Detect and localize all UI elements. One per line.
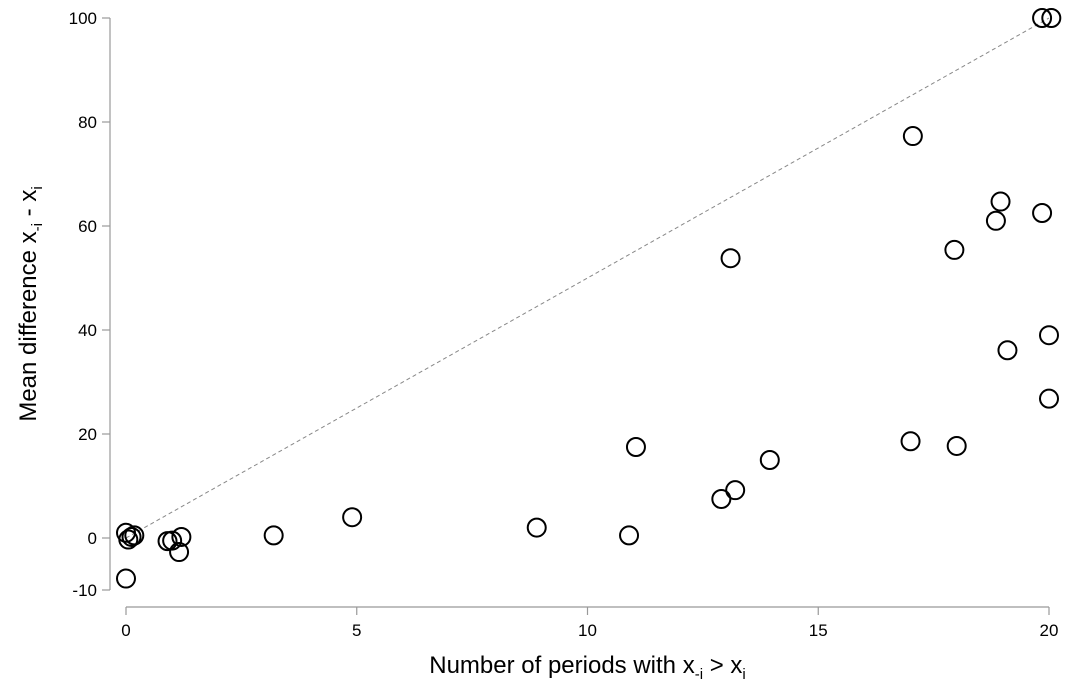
x-tick-label: 10 (578, 621, 597, 640)
x-axis-ticks: 0 5 10 15 20 (121, 607, 1058, 640)
y-axis-title-base: Mean difference x (15, 231, 42, 421)
y-axis-title-sub2: i (29, 186, 46, 189)
scatter-point (990, 191, 1011, 212)
scatter-point (116, 568, 136, 589)
scatter-point (124, 525, 145, 546)
scatter-point (759, 450, 780, 470)
scatter-point (720, 248, 741, 269)
scatter-point (985, 210, 1006, 231)
scatter-point (944, 239, 965, 260)
scatter-point (997, 340, 1018, 361)
scatter-point (711, 489, 732, 509)
y-tick-label: 80 (78, 113, 97, 132)
y-axis-title: Mean difference x-i - xi (15, 186, 46, 421)
scatter-point (162, 530, 183, 551)
reference-diagonal-line (125, 17, 1050, 539)
axes (109, 18, 1049, 608)
x-axis-title: Number of periods with x-i > xi (429, 652, 745, 681)
scatter-point (526, 517, 547, 538)
y-tick-label: 20 (78, 425, 97, 444)
scatter-point (1039, 325, 1059, 346)
scatter-point (946, 435, 967, 456)
y-axis-title-mid: - x (15, 190, 42, 223)
scatter-point (121, 526, 142, 547)
scatter-point (1032, 203, 1053, 223)
y-axis-title-sub1: -i (29, 223, 46, 231)
x-tick-label: 5 (352, 621, 361, 640)
y-tick-label: -10 (72, 581, 97, 600)
scatter-point (1032, 8, 1053, 28)
x-tick-label: 20 (1040, 621, 1059, 640)
x-tick-label: 15 (809, 621, 828, 640)
scatter-points (116, 8, 1062, 589)
scatter-point (902, 126, 923, 147)
y-tick-label: 40 (78, 321, 97, 340)
x-axis-title-base: Number of periods with x (429, 652, 694, 679)
scatter-point (619, 525, 640, 546)
x-axis-title-sub2: i (742, 666, 745, 681)
scatter-point (118, 529, 139, 550)
y-tick-label: 100 (69, 9, 97, 28)
scatter-point (342, 507, 363, 528)
x-tick-label: 0 (121, 621, 130, 640)
scatter-point (169, 542, 190, 563)
scatter-point (725, 480, 746, 501)
scatter-point (625, 437, 646, 457)
y-axis-ticks: -10 0 20 40 60 80 100 (69, 9, 110, 600)
scatter-point (171, 526, 192, 547)
y-tick-label: 0 (88, 529, 97, 548)
scatter-point (1039, 388, 1059, 409)
y-tick-label: 60 (78, 217, 97, 236)
scatter-point (1041, 8, 1062, 28)
scatter-point (263, 525, 284, 546)
x-axis-title-sub1: -i (695, 666, 703, 681)
x-axis-title-mid: > x (703, 652, 742, 679)
scatter-point (900, 431, 921, 452)
